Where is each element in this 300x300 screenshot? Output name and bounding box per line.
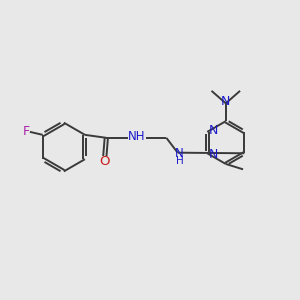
Text: N: N <box>175 147 183 161</box>
Text: N: N <box>221 95 230 108</box>
Text: NH: NH <box>128 130 146 142</box>
Text: F: F <box>22 125 30 138</box>
Text: H: H <box>176 156 184 166</box>
Text: O: O <box>100 155 110 168</box>
Text: N: N <box>209 148 218 161</box>
Text: N: N <box>209 124 218 137</box>
